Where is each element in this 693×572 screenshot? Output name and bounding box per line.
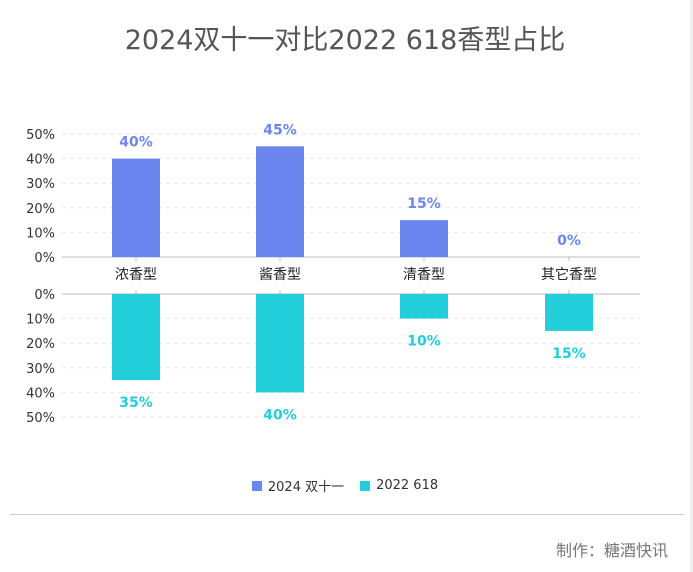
value-label-series-b: 35%	[119, 395, 153, 411]
value-label-series-b: 10%	[407, 334, 441, 350]
y-tick-top: 30%	[26, 177, 55, 192]
legend-swatch-series-b	[360, 480, 371, 491]
category-label: 其它香型	[541, 266, 597, 283]
bar-series-a	[112, 158, 160, 257]
bar-series-b	[112, 294, 160, 381]
bar-series-a	[400, 220, 448, 257]
footer-divider	[10, 514, 684, 515]
y-tick-top: 50%	[26, 128, 55, 143]
legend-swatch-series-a	[251, 480, 262, 491]
bar-series-a	[256, 146, 304, 257]
category-label: 清香型	[403, 267, 445, 283]
y-tick-bottom: 30%	[26, 362, 55, 377]
tick-labels: 0% 0% 10% 10% 20% 20% 30% 30% 40% 40% 50% 50%	[26, 128, 55, 426]
legend-item-series-a[interactable]: 2024 双十一	[251, 476, 345, 495]
value-label-series-a: 15%	[407, 196, 441, 212]
bars	[112, 146, 593, 393]
y-tick-bottom: 10%	[26, 313, 55, 328]
bar-series-b	[545, 294, 593, 331]
credit-text: 制作：糖酒快讯	[555, 541, 668, 560]
legend-label-series-a: 2024 双十一	[267, 480, 345, 495]
category-label: 酱香型	[259, 267, 301, 283]
bar-series-b	[400, 294, 448, 319]
bar-chart: 40% 35% 45% 40% 15% 10% 0% 15% 0% 0% 10% 10% 20% 20%…	[26, 122, 640, 426]
value-label-series-b: 40%	[263, 407, 297, 423]
legend: 2024 双十一 2022 618	[0, 476, 690, 495]
legend-item-series-b[interactable]: 2022 618	[360, 476, 438, 495]
y-tick-top: 40%	[26, 153, 55, 168]
bar-series-b	[256, 294, 304, 393]
y-tick-top: 0%	[34, 251, 55, 266]
legend-label-series-b: 2022 618	[376, 478, 439, 493]
value-label-series-a: 40%	[119, 135, 153, 151]
y-tick-bottom: 0%	[34, 288, 55, 303]
chart-title: 2024双十一对比2022 618香型占比	[124, 25, 566, 56]
y-tick-bottom: 40%	[26, 386, 55, 401]
value-label-series-b: 15%	[552, 346, 586, 362]
y-tick-bottom: 20%	[26, 337, 55, 352]
category-label: 浓香型	[115, 267, 157, 283]
y-tick-top: 10%	[26, 226, 55, 241]
value-labels: 40% 35% 45% 40% 15% 10% 0% 15%	[119, 122, 586, 423]
value-label-series-a: 0%	[557, 233, 581, 249]
y-tick-top: 20%	[26, 202, 55, 217]
y-tick-bottom: 50%	[26, 411, 55, 426]
value-label-series-a: 45%	[263, 122, 297, 138]
category-labels: 浓香型 酱香型 清香型 其它香型	[115, 266, 597, 283]
